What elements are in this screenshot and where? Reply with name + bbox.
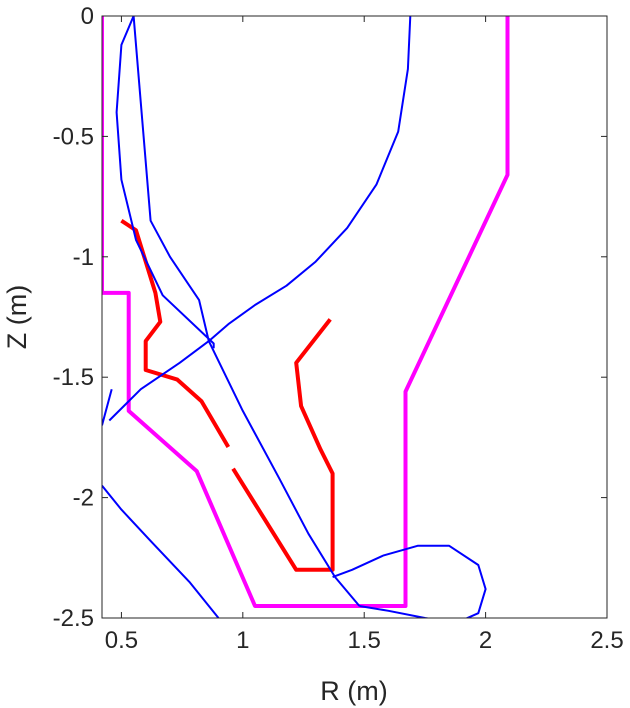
y-tick-label: -1.5 xyxy=(53,364,94,391)
series-line-7 xyxy=(102,484,220,618)
series-line-2 xyxy=(231,318,335,572)
series-line-8 xyxy=(102,388,113,426)
y-tick-label: -2.5 xyxy=(53,605,94,632)
x-tick-label: 1.5 xyxy=(348,627,381,654)
x-tick-label: 2.5 xyxy=(590,627,623,654)
x-axis-label: R (m) xyxy=(320,676,387,706)
axis-ticks: 0.5 1 1.5 2 2.5 0 -0.5 -1 -1.5 -2 -2.5 xyxy=(53,3,624,654)
series-line-0 xyxy=(102,16,510,608)
x-tick-label: 1 xyxy=(236,627,249,654)
y-axis-label: Z (m) xyxy=(2,285,32,349)
y-tick-label: -1 xyxy=(73,244,94,271)
y-tick-label: 0 xyxy=(81,3,94,30)
series-line-4 xyxy=(207,340,361,607)
axes-box xyxy=(101,15,608,619)
plot-area xyxy=(102,16,510,618)
y-tick-label: -0.5 xyxy=(53,123,94,150)
series-line-3 xyxy=(115,16,412,349)
y-tick-label: -2 xyxy=(73,485,94,512)
series-line-6 xyxy=(332,544,487,618)
series-line-5 xyxy=(108,340,210,422)
series-line-1 xyxy=(120,219,231,449)
x-tick-label: 0.5 xyxy=(105,627,138,654)
x-tick-label: 2 xyxy=(479,627,492,654)
